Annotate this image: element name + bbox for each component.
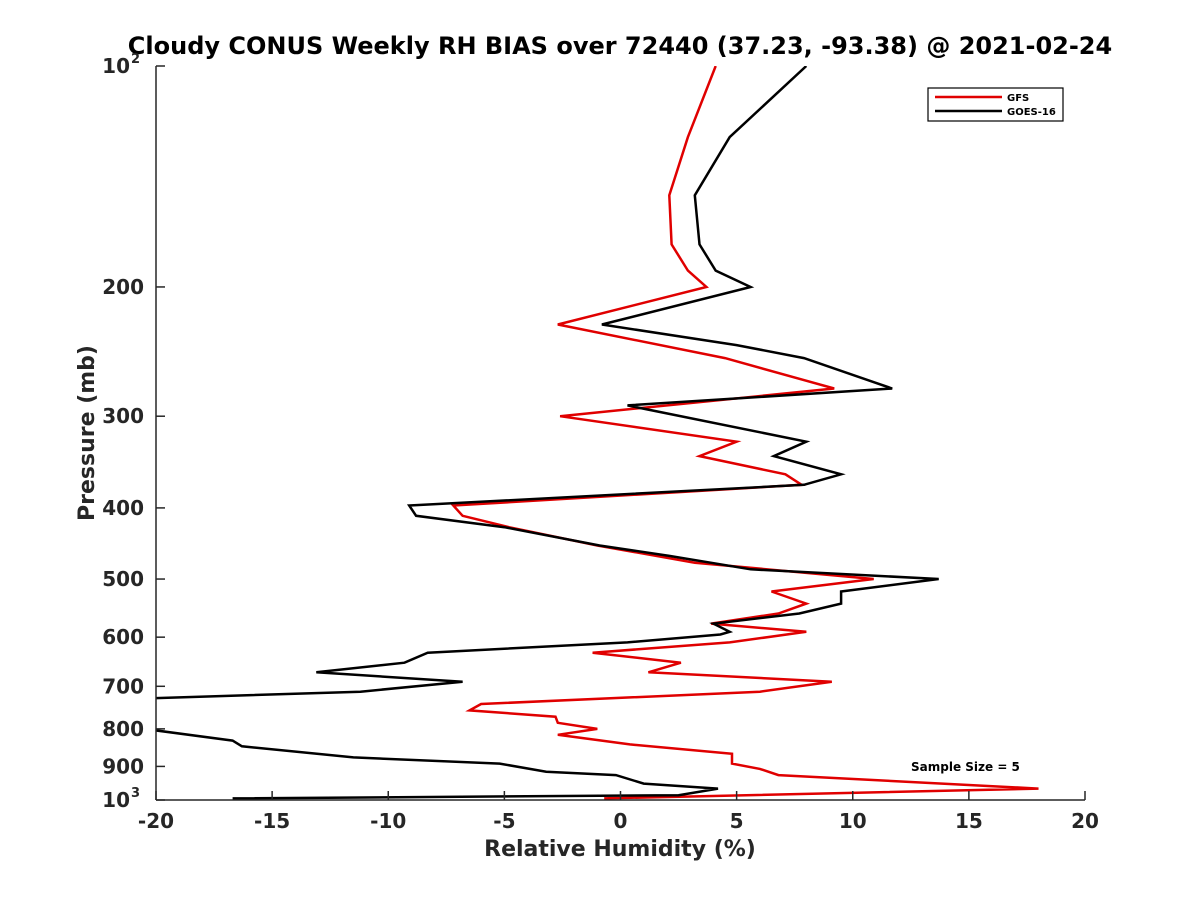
series-layer bbox=[156, 66, 1039, 800]
x-tick-label: 20 bbox=[1071, 809, 1099, 833]
x-tick-label: 10 bbox=[839, 809, 867, 833]
y-tick-label: 400 bbox=[102, 496, 144, 520]
x-tick-label: -15 bbox=[254, 809, 290, 833]
series-line-goes16 bbox=[156, 66, 939, 800]
x-axis-label: Relative Humidity (%) bbox=[484, 837, 756, 862]
y-tick-label: 10 bbox=[102, 788, 130, 812]
x-tick-label: 0 bbox=[614, 809, 628, 833]
legend-box bbox=[927, 87, 1064, 122]
y-tick-label: 10 bbox=[102, 54, 130, 78]
legend-label-goes16: GOES-16 bbox=[1007, 107, 1056, 118]
y-tick-exponent: 3 bbox=[131, 786, 140, 801]
chart-title: Cloudy CONUS Weekly RH BIAS over 72440 (… bbox=[128, 32, 1112, 60]
y-tick-label: 600 bbox=[102, 625, 144, 649]
x-tick-label: 5 bbox=[730, 809, 744, 833]
x-ticks: -20 -15 -10 -5 0 5 10 15 20 bbox=[138, 791, 1099, 833]
x-tick-label: -5 bbox=[493, 809, 515, 833]
legend: GFS GOES-16 bbox=[927, 87, 1064, 122]
y-tick-label: 500 bbox=[102, 567, 144, 591]
x-tick-label: 15 bbox=[955, 809, 983, 833]
y-tick-label: 800 bbox=[102, 717, 144, 741]
y-axis-label: Pressure (mb) bbox=[75, 345, 100, 521]
x-tick-label: -20 bbox=[138, 809, 174, 833]
y-tick-label: 900 bbox=[102, 754, 144, 778]
legend-label-gfs: GFS bbox=[1007, 93, 1029, 104]
series-line-gfs bbox=[450, 66, 1039, 800]
y-tick-exponent: 2 bbox=[131, 52, 140, 67]
sample-size-annotation: Sample Size = 5 bbox=[911, 760, 1020, 774]
y-tick-label: 300 bbox=[102, 404, 144, 428]
x-tick-label: -10 bbox=[370, 809, 406, 833]
y-tick-label: 700 bbox=[102, 674, 144, 698]
y-tick-label: 200 bbox=[102, 275, 144, 299]
